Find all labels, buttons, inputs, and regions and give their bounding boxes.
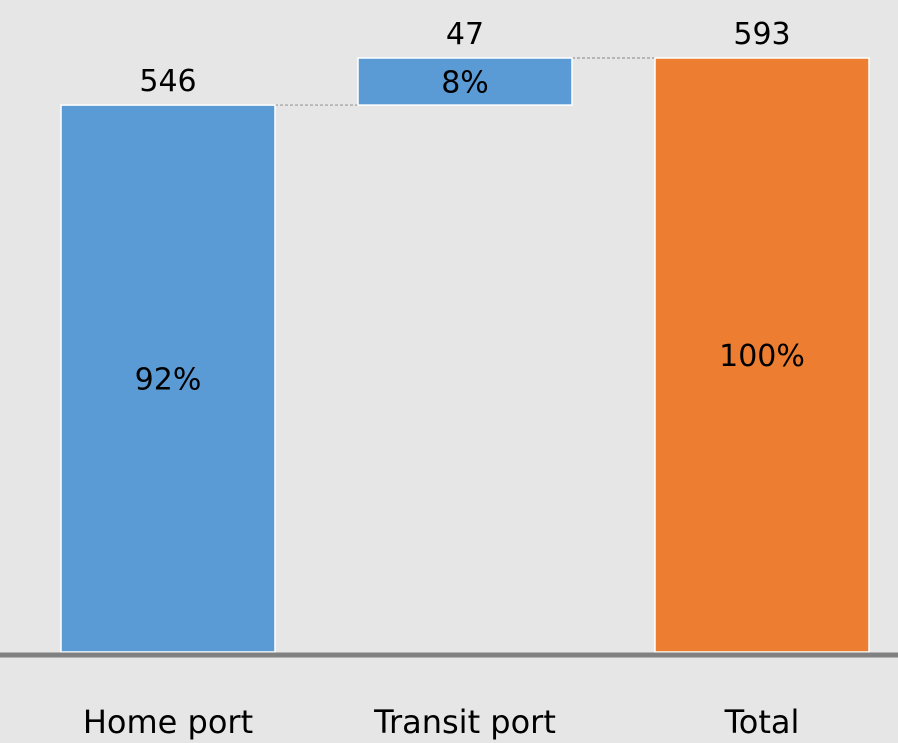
bar-total [654, 57, 870, 653]
bar-transit-port [357, 57, 573, 106]
percent-label: 92% [135, 363, 202, 398]
category-label: Home port [83, 703, 253, 741]
percent-label: 8% [441, 66, 489, 101]
value-label: 593 [733, 17, 790, 52]
value-label: 47 [446, 17, 484, 52]
category-label: Total [724, 703, 800, 741]
percent-label: 100% [719, 339, 805, 374]
category-label: Transit port [373, 703, 556, 741]
bar-home-port [60, 104, 276, 653]
value-label: 546 [139, 64, 196, 99]
